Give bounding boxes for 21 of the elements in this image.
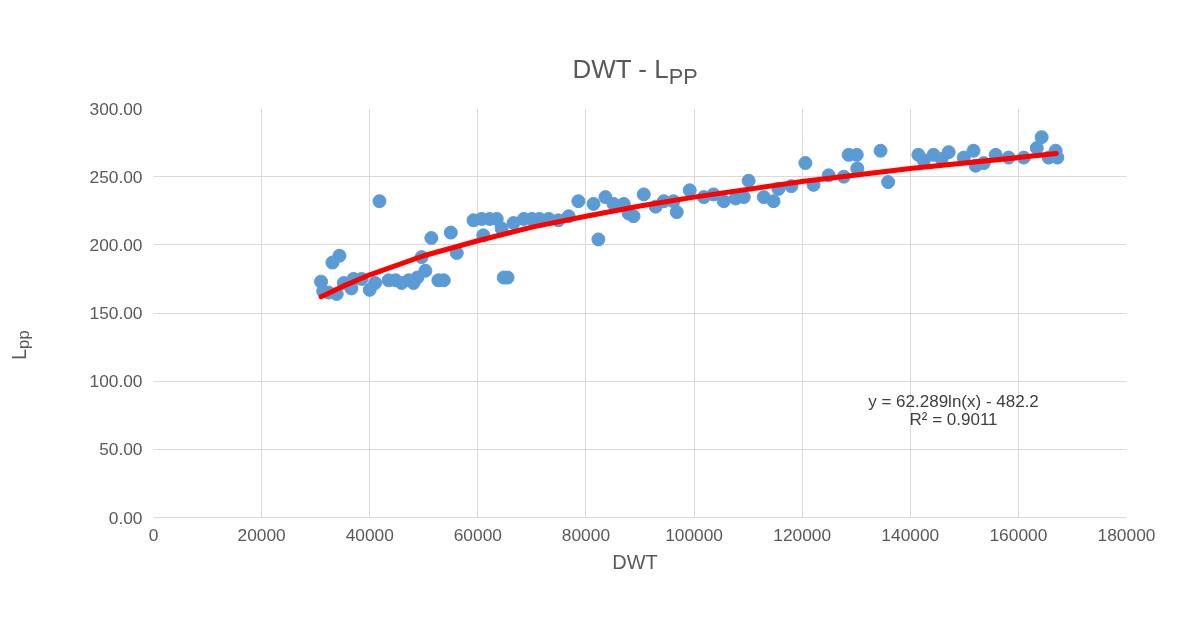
annotation: y = 62.289ln(x) - 482.2 [868, 392, 1039, 412]
y-tick-label: 100.00 [89, 371, 143, 392]
x-tick-label: 180000 [1097, 524, 1156, 545]
y-tick-label: 200.00 [89, 234, 143, 255]
y-tick-label: 50.00 [99, 439, 143, 460]
annotation: R² = 0.9011 [909, 409, 998, 429]
x-tick-label: 0 [148, 524, 159, 545]
x-tick-label: 140000 [881, 524, 940, 545]
y-tick-label: 150.00 [89, 303, 143, 323]
x-tick-label: 20000 [237, 524, 286, 545]
y-tick-label: 250.00 [89, 166, 143, 187]
x-tick-label: 80000 [561, 524, 611, 545]
x-tick-label: 120000 [773, 524, 832, 545]
y-tick-label: 0.00 [108, 507, 143, 528]
x-tick-label: 160000 [989, 524, 1048, 545]
y-tick-label: 300.00 [89, 98, 143, 119]
x-axis-title: DWT [612, 550, 658, 575]
x-tick-label: 100000 [665, 524, 723, 545]
x-tick-label: 60000 [453, 524, 502, 545]
chart-title: DWT - L$_{PP}$ [572, 53, 698, 92]
x-tick-label: 40000 [345, 524, 394, 545]
